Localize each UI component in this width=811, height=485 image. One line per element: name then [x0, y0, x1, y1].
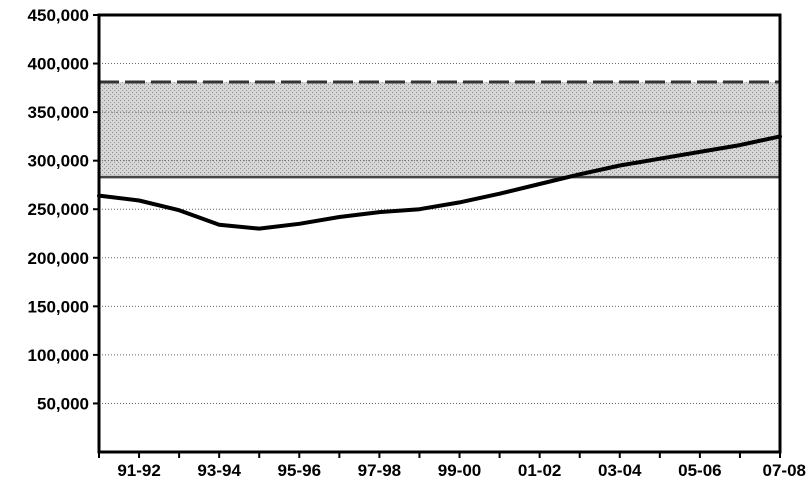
y-tick-label: 300,000 [28, 152, 89, 171]
y-tick-label: 100,000 [28, 346, 89, 365]
x-tick-label: 03-04 [598, 461, 642, 480]
y-tick-label: 400,000 [28, 55, 89, 74]
x-tick-label: 07-08 [763, 461, 806, 480]
y-tick-label: 450,000 [28, 6, 89, 25]
x-tick-label: 93-94 [197, 461, 241, 480]
x-tick-label: 95-96 [278, 461, 321, 480]
y-tick-label: 50,000 [37, 394, 89, 413]
y-tick-label: 150,000 [28, 297, 89, 316]
y-tick-label: 250,000 [28, 200, 89, 219]
y-tick-label: 200,000 [28, 249, 89, 268]
x-tick-label: 05-06 [678, 461, 721, 480]
y-tick-label: 350,000 [28, 103, 89, 122]
x-tick-label: 01-02 [518, 461, 561, 480]
x-tick-label: 97-98 [358, 461, 401, 480]
series-line [97, 134, 782, 231]
shaded-band [99, 82, 780, 178]
x-tick-label: 91-92 [117, 461, 160, 480]
x-tick-label: 99-00 [438, 461, 481, 480]
